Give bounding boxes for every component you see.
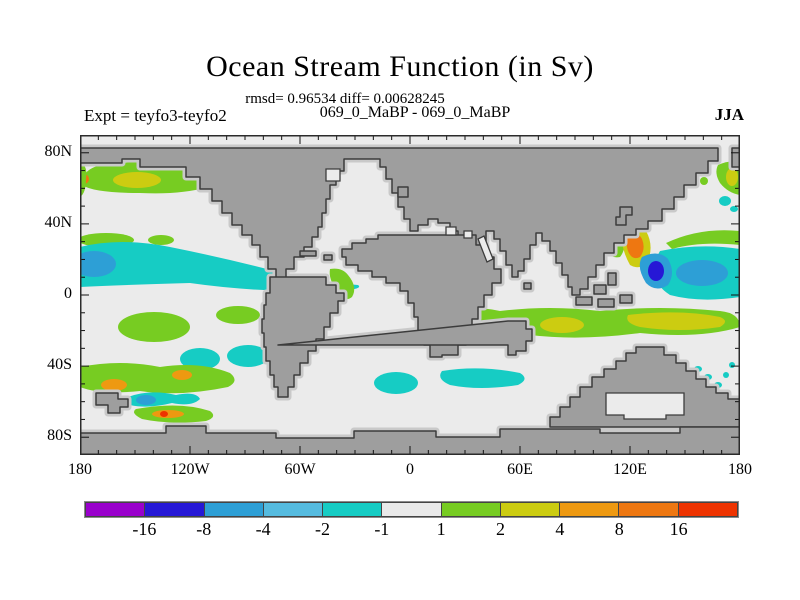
y-axis-tick-label: 0 xyxy=(64,285,72,302)
anomaly-patch xyxy=(329,268,355,300)
anomaly-patch xyxy=(80,251,116,277)
anomaly-patch xyxy=(148,235,174,245)
colorbar-tick-label: -8 xyxy=(196,519,212,539)
x-axis-tick-label: 60E xyxy=(507,461,533,478)
stats-line: rmsd= 0.96534 diff= 0.00628245 xyxy=(245,91,445,107)
y-axis-tick-label: 40S xyxy=(47,356,72,374)
anomaly-patch xyxy=(172,370,192,380)
anomaly-patch xyxy=(726,168,738,186)
anomaly-patch xyxy=(627,312,725,330)
colorbar-segment-neutral xyxy=(382,503,442,516)
colorbar-segment-azure xyxy=(204,503,264,516)
anomaly-patch xyxy=(374,372,418,394)
colorbar-tick-label: -4 xyxy=(255,519,271,539)
anomaly-patch xyxy=(700,177,708,185)
anomaly-patch xyxy=(160,411,168,417)
colorbar-segment-green xyxy=(441,503,501,516)
experiment-label: Expt = teyfo3-teyfo2 xyxy=(84,106,227,125)
colorbar xyxy=(84,501,739,518)
season-label: JJA xyxy=(714,105,744,124)
anomaly-patch xyxy=(227,345,269,367)
anomaly-patch xyxy=(540,317,584,333)
world-map xyxy=(80,135,740,455)
y-axis-tick-label: 80S xyxy=(47,427,72,445)
ocean-inlets xyxy=(325,168,685,420)
colorbar-tick-label: -1 xyxy=(374,519,390,539)
colorbar-segment-orangeyellow xyxy=(560,503,620,516)
colorbar-segment-yellow xyxy=(500,503,561,516)
anomaly-patch xyxy=(648,261,664,281)
x-axis-tick-label: 180 xyxy=(728,461,752,478)
colorbar-segment-orange xyxy=(619,503,679,516)
inlet-great-australian-bight xyxy=(605,392,685,420)
anomaly-patch xyxy=(729,362,735,368)
anomaly-patch xyxy=(216,306,260,324)
anomaly-patch xyxy=(723,372,729,378)
colorbar-segment-purple xyxy=(86,503,146,516)
x-axis-tick-label: 60W xyxy=(284,461,316,478)
map-plot-area xyxy=(80,135,740,455)
y-axis-tick-label: 80N xyxy=(44,142,72,160)
fields-line: 069_0_MaBP - 069_0_MaBP xyxy=(319,104,511,121)
page-title: Ocean Stream Function (in Sv) xyxy=(206,50,594,83)
colorbar-segment-blue xyxy=(145,503,205,516)
anomaly-patch xyxy=(730,206,738,212)
anomaly-patch xyxy=(101,379,127,391)
map-frame xyxy=(80,135,740,455)
colorbar-tick-label: 8 xyxy=(614,519,624,539)
colorbar-segment-cyan xyxy=(323,503,383,516)
inlet-red-sea xyxy=(477,235,494,263)
anomaly-patch xyxy=(719,196,731,206)
colorbar-tick-label: 2 xyxy=(496,519,506,539)
y-axis-tick-label: 40N xyxy=(44,213,72,231)
anomaly-patch xyxy=(676,260,728,286)
colorbar-segment-lightblue xyxy=(263,503,324,516)
anomaly-patch xyxy=(136,395,156,405)
inlet-caspian-sea xyxy=(463,230,473,239)
anomaly-patch xyxy=(440,368,525,388)
x-axis-tick-label: 0 xyxy=(406,461,414,478)
x-axis-tick-label: 120W xyxy=(170,461,210,478)
x-axis-tick-label: 180 xyxy=(68,461,92,478)
colorbar-tick-label: -16 xyxy=(132,519,157,539)
anomaly-patch xyxy=(80,363,235,394)
inlet-black-sea xyxy=(445,226,457,236)
anomaly-patch xyxy=(180,348,220,370)
colorbar-tick-label: -2 xyxy=(314,519,330,539)
x-axis-tick-label: 120E xyxy=(613,461,647,478)
inlet-hudson-bay xyxy=(325,168,341,182)
anomaly-patch xyxy=(666,230,740,249)
anomaly-patch xyxy=(626,233,644,259)
colorbar-tick-label: 16 xyxy=(669,519,688,539)
anomaly-patch xyxy=(118,312,190,342)
anomaly-patch xyxy=(113,172,161,188)
colorbar-segment-red xyxy=(678,503,737,516)
colorbar-tick-label: 1 xyxy=(436,519,446,539)
colorbar-tick-label: 4 xyxy=(555,519,565,539)
